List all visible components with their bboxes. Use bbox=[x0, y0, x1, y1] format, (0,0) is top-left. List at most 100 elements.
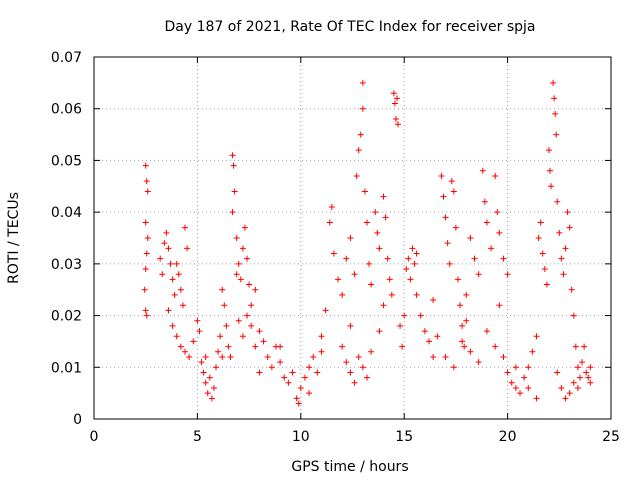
data-point bbox=[277, 359, 284, 366]
data-point bbox=[347, 322, 354, 329]
data-point bbox=[256, 328, 263, 335]
data-point bbox=[397, 322, 404, 329]
data-point bbox=[248, 302, 255, 309]
data-point bbox=[382, 214, 389, 221]
data-point bbox=[184, 245, 191, 252]
data-point bbox=[454, 276, 461, 283]
x-axis-label: GPS time / hours bbox=[291, 459, 408, 475]
y-tick-label: 0.03 bbox=[51, 257, 82, 273]
data-point bbox=[566, 224, 573, 231]
data-point bbox=[244, 255, 251, 262]
data-point bbox=[535, 235, 542, 241]
data-point bbox=[231, 188, 238, 195]
data-point bbox=[353, 172, 360, 179]
data-point bbox=[181, 348, 188, 355]
data-point bbox=[548, 183, 555, 190]
data-point bbox=[217, 333, 224, 340]
data-point bbox=[161, 240, 168, 247]
data-point bbox=[496, 302, 503, 309]
data-points bbox=[141, 79, 594, 407]
data-point bbox=[363, 374, 370, 381]
data-point bbox=[372, 209, 379, 216]
y-tick-label: 0.05 bbox=[51, 153, 82, 169]
data-point bbox=[223, 322, 230, 329]
data-point bbox=[368, 281, 375, 288]
data-point bbox=[200, 369, 207, 376]
data-point bbox=[241, 224, 248, 231]
data-point bbox=[525, 364, 532, 371]
data-point bbox=[237, 276, 244, 283]
data-point bbox=[452, 224, 459, 231]
y-tick-label: 0.01 bbox=[51, 360, 82, 376]
data-point bbox=[239, 245, 246, 252]
data-point bbox=[525, 384, 532, 391]
data-point bbox=[374, 229, 381, 236]
chart-title: Day 187 of 2021, Rate Of TEC Index for r… bbox=[164, 19, 535, 35]
data-point bbox=[471, 255, 478, 262]
data-point bbox=[440, 193, 447, 200]
data-point bbox=[225, 343, 232, 350]
data-point bbox=[343, 255, 350, 262]
data-point bbox=[343, 359, 350, 366]
data-point bbox=[260, 338, 267, 345]
data-point bbox=[281, 374, 288, 381]
data-point bbox=[407, 276, 414, 283]
data-point bbox=[206, 374, 213, 381]
data-point bbox=[219, 286, 226, 293]
data-point bbox=[562, 245, 569, 252]
data-point bbox=[576, 374, 583, 381]
data-point bbox=[277, 343, 284, 350]
data-point bbox=[248, 322, 255, 329]
data-point bbox=[169, 276, 176, 283]
data-point bbox=[326, 219, 333, 226]
data-point bbox=[235, 260, 242, 267]
data-point bbox=[405, 255, 412, 262]
data-point bbox=[190, 338, 197, 345]
data-point bbox=[143, 178, 150, 185]
data-point bbox=[587, 364, 594, 371]
data-point bbox=[246, 281, 253, 288]
data-point bbox=[318, 348, 325, 355]
data-point bbox=[450, 188, 457, 195]
data-point bbox=[411, 260, 418, 267]
data-point bbox=[556, 229, 563, 236]
data-point bbox=[558, 255, 565, 262]
data-point bbox=[252, 343, 259, 350]
data-point bbox=[417, 312, 424, 319]
data-point bbox=[335, 276, 342, 283]
data-point bbox=[508, 379, 515, 386]
data-point bbox=[409, 245, 416, 252]
data-point bbox=[143, 250, 150, 257]
y-axis-label: ROTI / TECUs bbox=[6, 192, 22, 284]
data-point bbox=[459, 338, 466, 345]
data-point bbox=[351, 271, 358, 278]
data-point bbox=[339, 291, 346, 298]
y-tick-label: 0.04 bbox=[51, 205, 82, 221]
data-point bbox=[198, 359, 205, 366]
data-point bbox=[355, 147, 362, 154]
data-point bbox=[483, 328, 490, 335]
data-point bbox=[579, 359, 586, 366]
data-point bbox=[463, 317, 470, 324]
data-point bbox=[426, 338, 433, 345]
data-point bbox=[552, 110, 559, 117]
data-point bbox=[239, 333, 246, 340]
data-point bbox=[467, 235, 474, 241]
data-point bbox=[413, 250, 420, 257]
data-point bbox=[450, 364, 457, 371]
data-point bbox=[475, 271, 482, 278]
data-point bbox=[347, 369, 354, 376]
data-point bbox=[330, 250, 337, 257]
data-point bbox=[500, 255, 507, 262]
data-point bbox=[171, 291, 178, 298]
data-point bbox=[143, 312, 150, 319]
data-point bbox=[583, 369, 590, 376]
data-point bbox=[558, 384, 565, 391]
data-point bbox=[144, 235, 151, 241]
data-point bbox=[390, 90, 397, 97]
data-point bbox=[289, 369, 296, 376]
x-tick-label: 5 bbox=[193, 429, 202, 445]
data-point bbox=[492, 172, 499, 179]
data-point bbox=[564, 209, 571, 216]
